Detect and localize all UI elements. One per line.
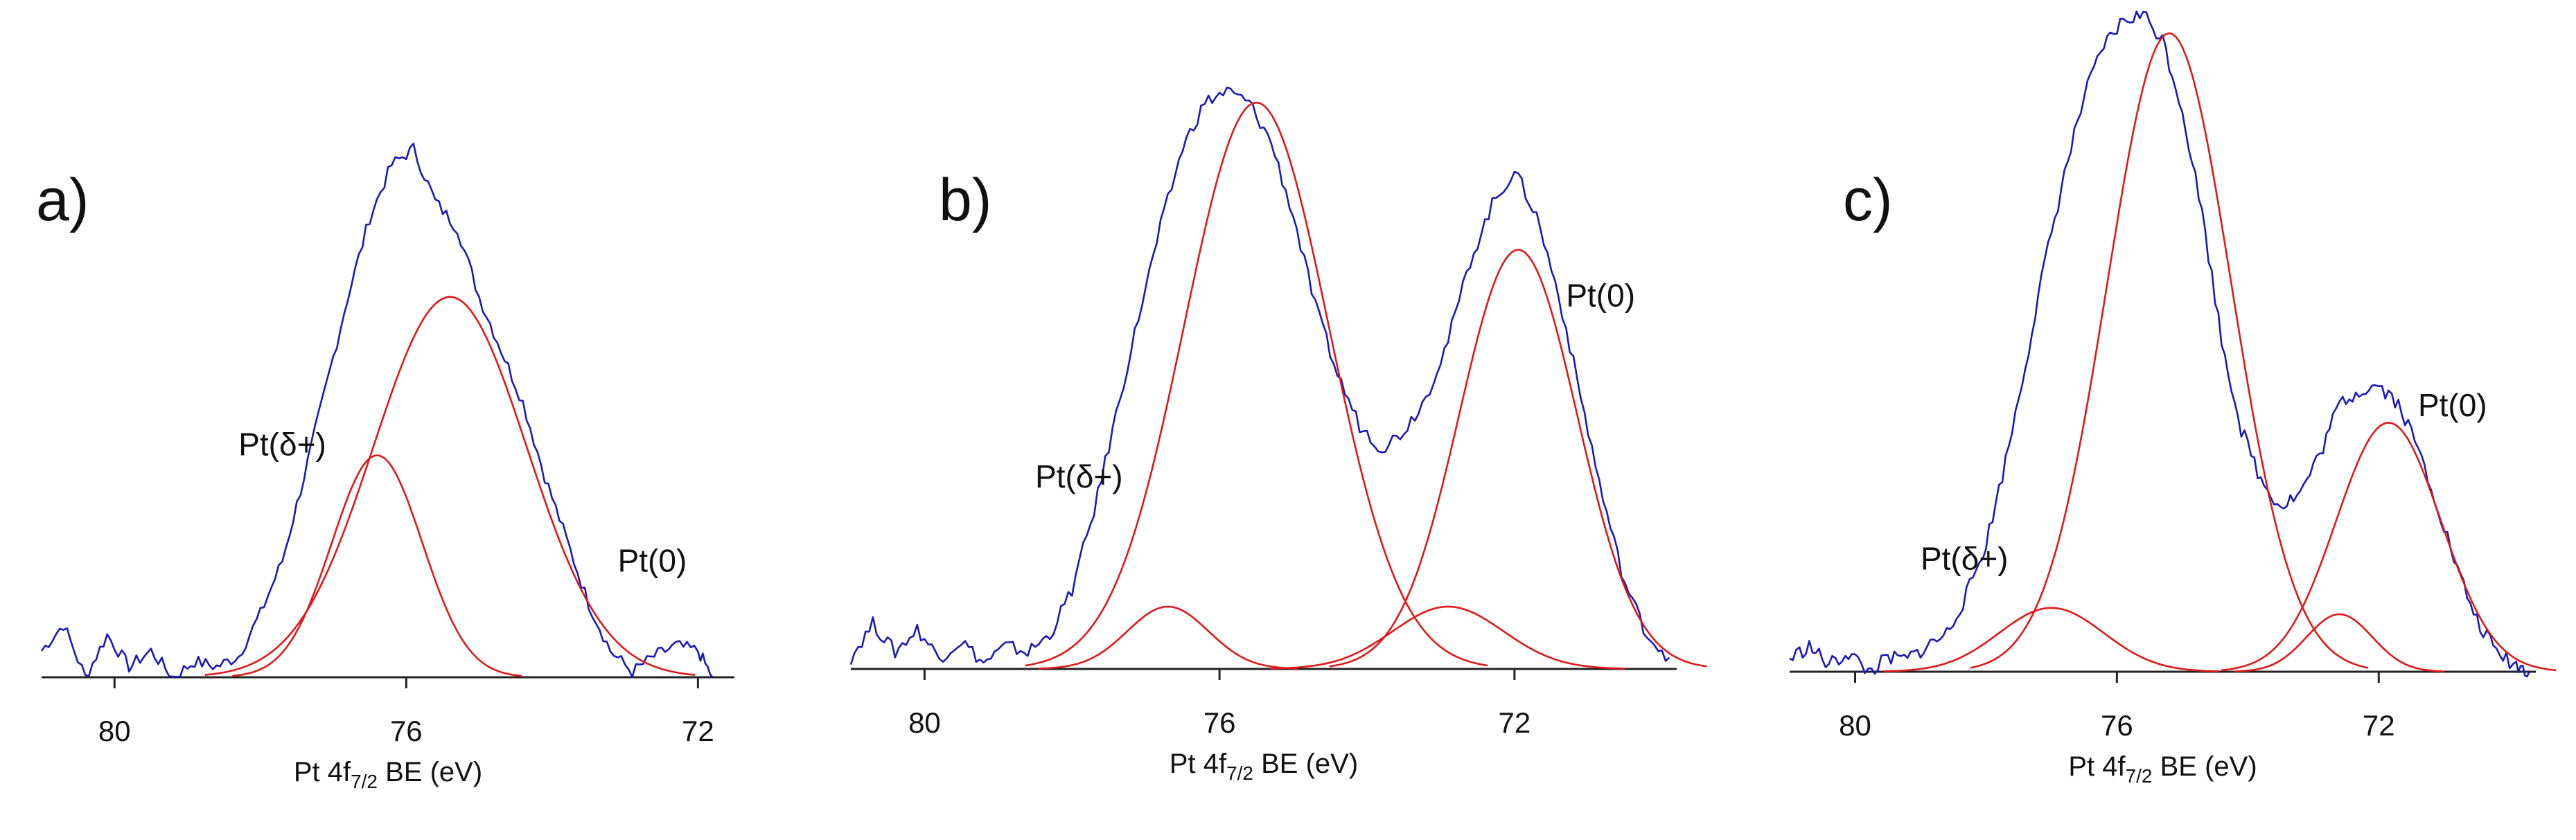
x-tick-label: 76: [2101, 709, 2133, 742]
panel-c: c) 80 76 72 Pt(δ+) Pt(0) Pt 4f7/2 BE (eV): [1789, 10, 2557, 787]
panel-b: b) 80 76 72 Pt(δ+) Pt(0) Pt 4f7/2 BE (eV): [849, 87, 1707, 784]
x-tick-label: 80: [1839, 709, 1871, 742]
panel-b-x-ticks: 80 76 72: [908, 669, 1530, 739]
x-tick-label: 80: [908, 706, 941, 739]
panel-c-fit-components: [1883, 32, 2557, 672]
fit-peak-satellite-2: [2234, 613, 2444, 672]
fit-peak-pt-0-: [204, 296, 696, 676]
x-tick-label: 76: [1203, 706, 1236, 739]
panel-b-measured-spectrum: [849, 87, 1670, 665]
panel-c-measured-spectrum: [1789, 10, 2530, 678]
panel-a-measured-spectrum: [40, 143, 714, 678]
fit-peak-pt-: [232, 454, 522, 677]
panel-c-label: c): [1843, 167, 1893, 233]
panel-b-label: b): [939, 167, 991, 233]
panel-c-peak-label-pt-delta: Pt(δ+): [1921, 540, 2009, 576]
x-tick-label: 80: [98, 715, 131, 747]
panel-a-x-ticks: 80 76 72: [98, 677, 714, 747]
x-tick-label: 72: [682, 715, 714, 747]
panel-b-x-axis-title: Pt 4f7/2 BE (eV): [1170, 749, 1358, 784]
panel-a-fit-components: [204, 296, 696, 677]
panel-a: a) 80 76 72 Pt(δ+) Pt(0) Pt 4f7/2 BE (eV): [36, 143, 734, 792]
x-tick-label: 76: [390, 715, 423, 747]
panel-a-label: a): [36, 167, 89, 233]
fit-peak-satellite-1: [1883, 607, 2219, 672]
panel-b-peak-label-pt-delta: Pt(δ+): [1035, 458, 1123, 494]
panel-c-x-axis-title: Pt 4f7/2 BE (eV): [2068, 751, 2257, 787]
x-tick-label: 72: [1498, 706, 1530, 739]
fit-peak-pt-0-: [1329, 249, 1707, 668]
panel-b-peak-label-pt-zero: Pt(0): [1566, 277, 1635, 313]
panel-c-x-ticks: 80 76 72: [1839, 672, 2395, 742]
x-tick-label: 72: [2363, 709, 2395, 742]
panel-c-peak-label-pt-zero: Pt(0): [2418, 387, 2487, 423]
panel-a-peak-label-pt-zero: Pt(0): [618, 542, 687, 578]
fit-peak-pt-0-: [2221, 422, 2557, 672]
panel-b-fit-components: [1025, 101, 1707, 670]
fit-peak-satellite-1: [1038, 605, 1298, 670]
fit-peak-pt-: [1025, 101, 1488, 667]
panel-a-peak-label-pt-delta: Pt(δ+): [238, 427, 326, 463]
panel-a-x-axis-title: Pt 4f7/2 BE (eV): [294, 757, 482, 792]
fit-peak-satellite-2: [1271, 605, 1625, 670]
fit-peak-pt-: [1970, 32, 2369, 669]
